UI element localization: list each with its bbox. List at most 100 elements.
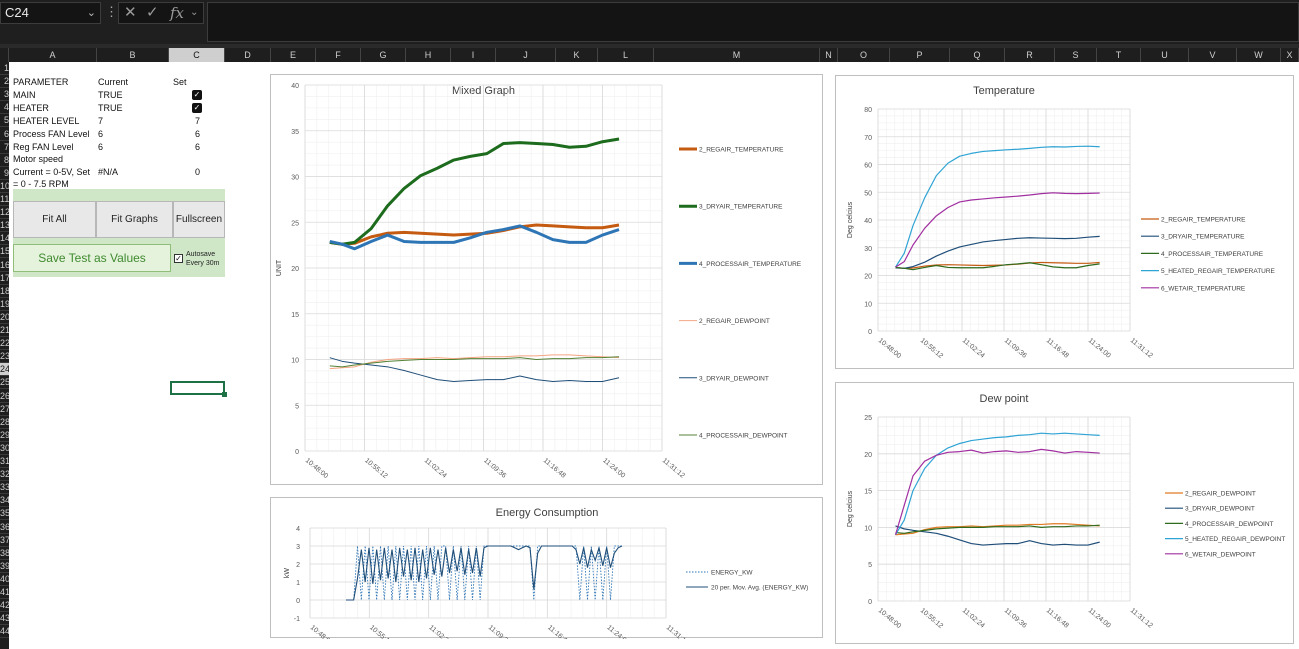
row-header-31[interactable]: 31	[0, 455, 9, 468]
row-header-12[interactable]: 12	[0, 206, 9, 220]
y-tick-label: 10	[864, 525, 872, 532]
fit-all-button[interactable]: Fit All	[13, 201, 96, 238]
param-reg-fan-set[interactable]: 6	[195, 142, 201, 152]
column-header-m[interactable]: M	[654, 48, 820, 62]
row-header-16[interactable]: 16	[0, 259, 9, 272]
row-header-17[interactable]: 17	[0, 272, 9, 285]
formula-input[interactable]	[207, 2, 1299, 42]
column-header-n[interactable]: N	[820, 48, 838, 62]
column-header-i[interactable]: I	[451, 48, 496, 62]
dew-point-svg: Dew point 0 5 10 15 20 25 10:48:00 10:55:12 11:02…	[847, 393, 1285, 630]
row-header-8[interactable]: 8	[0, 154, 9, 167]
column-header-o[interactable]: O	[838, 48, 890, 62]
row-header-36[interactable]: 36	[0, 521, 9, 534]
legend-label: 3_DRYAIR_TEMPERATURE	[699, 204, 783, 211]
row-header-23[interactable]: 23	[0, 350, 9, 364]
autosave-checkbox[interactable]: ✓	[174, 254, 183, 263]
row-header-44[interactable]: 44	[0, 625, 9, 639]
chart-title: Energy Consumption	[496, 507, 599, 519]
row-header-24[interactable]: 24	[0, 363, 9, 377]
temperature-chart[interactable]: Temperature 0 10 20 30 40 50 60 70 80 10:48:00 10:5…	[835, 75, 1294, 369]
column-header-f[interactable]: F	[316, 48, 361, 62]
row-header-32[interactable]: 32	[0, 468, 9, 482]
row-header-28[interactable]: 28	[0, 416, 9, 429]
name-box[interactable]: C24 ⌄	[0, 2, 101, 24]
column-header-t[interactable]: T	[1097, 48, 1141, 62]
row-header-27[interactable]: 27	[0, 403, 9, 416]
column-header-a[interactable]: A	[9, 48, 97, 62]
column-header-s[interactable]: S	[1055, 48, 1097, 62]
more-options-icon[interactable]: ⋮	[105, 4, 118, 19]
row-header-41[interactable]: 41	[0, 586, 9, 599]
row-header-4[interactable]: 4	[0, 101, 9, 115]
row-header-11[interactable]: 11	[0, 194, 9, 206]
row-header-10[interactable]: 10	[0, 180, 9, 193]
energy-consumption-chart[interactable]: Energy Consumption -1 0 1 2 3 4 10:48:00 10:55:1…	[270, 497, 823, 639]
row-header-20[interactable]: 20	[0, 311, 9, 324]
row-header-3[interactable]: 3	[0, 88, 9, 102]
fit-graphs-button[interactable]: Fit Graphs	[96, 201, 173, 238]
main-set-checkbox[interactable]: ✓	[192, 90, 202, 100]
motor-speed-set[interactable]: 0	[195, 167, 201, 177]
chevron-down-icon[interactable]: ⌄	[86, 7, 96, 19]
column-header-e[interactable]: E	[271, 48, 316, 62]
row-header-21[interactable]: 21	[0, 324, 9, 337]
row-header-13[interactable]: 13	[0, 219, 9, 233]
save-test-button[interactable]: Save Test as Values	[13, 244, 171, 272]
row-header-2[interactable]: 2	[0, 75, 9, 89]
row-header-33[interactable]: 33	[0, 481, 9, 495]
function-icon[interactable]: fx	[170, 4, 185, 22]
column-header-h[interactable]: H	[406, 48, 451, 62]
column-header-u[interactable]: U	[1141, 48, 1189, 62]
select-all-corner[interactable]	[0, 48, 9, 62]
row-header-42[interactable]: 42	[0, 599, 9, 613]
active-cell-c24[interactable]	[170, 381, 227, 397]
row-header-38[interactable]: 38	[0, 547, 9, 560]
row-header-35[interactable]: 35	[0, 507, 9, 521]
column-header-l[interactable]: L	[598, 48, 654, 62]
mixed-graph-chart[interactable]: Mixed Graph 0 5 10 15 20 25 30 35 40 10:48:00 10:55…	[270, 74, 823, 485]
row-header-6[interactable]: 6	[0, 128, 9, 141]
x-tick-label: 10:48:00	[309, 624, 334, 639]
column-header-p[interactable]: P	[890, 48, 950, 62]
column-header-w[interactable]: W	[1237, 48, 1281, 62]
column-header-v[interactable]: V	[1189, 48, 1237, 62]
row-header-26[interactable]: 26	[0, 390, 9, 403]
column-header-c[interactable]: C	[169, 48, 225, 62]
row-header-1[interactable]: 1	[0, 62, 9, 75]
column-header-k[interactable]: K	[556, 48, 598, 62]
column-header-g[interactable]: G	[361, 48, 406, 62]
row-header-34[interactable]: 34	[0, 494, 9, 508]
enter-icon[interactable]: ✓	[146, 4, 159, 21]
column-header-x[interactable]: X	[1281, 48, 1299, 62]
column-header-b[interactable]: B	[97, 48, 169, 62]
column-header-r[interactable]: R	[1005, 48, 1055, 62]
row-header-5[interactable]: 5	[0, 114, 9, 128]
column-header-j[interactable]: J	[496, 48, 556, 62]
column-header-d[interactable]: D	[225, 48, 271, 62]
row-header-29[interactable]: 29	[0, 429, 9, 442]
row-header-9[interactable]: 9	[0, 167, 9, 180]
param-process-fan-set[interactable]: 6	[195, 129, 201, 139]
fullscreen-button[interactable]: Fullscreen	[173, 201, 225, 238]
row-header-43[interactable]: 43	[0, 612, 9, 626]
row-header-39[interactable]: 39	[0, 560, 9, 573]
row-header-37[interactable]: 37	[0, 534, 9, 547]
param-heater-level-set[interactable]: 7	[195, 116, 201, 126]
heater-set-checkbox[interactable]: ✓	[192, 103, 202, 113]
row-header-19[interactable]: 19	[0, 298, 9, 311]
chevron-down-icon[interactable]: ⌄	[190, 7, 199, 18]
row-header-22[interactable]: 22	[0, 337, 9, 351]
row-header-15[interactable]: 15	[0, 245, 9, 259]
row-header-14[interactable]: 14	[0, 232, 9, 246]
row-header-7[interactable]: 7	[0, 141, 9, 154]
row-header-25[interactable]: 25	[0, 376, 9, 390]
cancel-icon[interactable]: ✕	[124, 4, 137, 21]
row-header-40[interactable]: 40	[0, 573, 9, 586]
column-header-q[interactable]: Q	[950, 48, 1005, 62]
row-header-18[interactable]: 18	[0, 285, 9, 298]
motor-speed-current: #N/A	[98, 167, 119, 177]
row-header-30[interactable]: 30	[0, 442, 9, 455]
series-line-4-processair-dewpoint	[895, 524, 1100, 534]
dew-point-chart[interactable]: Dew point 0 5 10 15 20 25 10:48:00 10:55:12 11:02…	[835, 382, 1294, 644]
